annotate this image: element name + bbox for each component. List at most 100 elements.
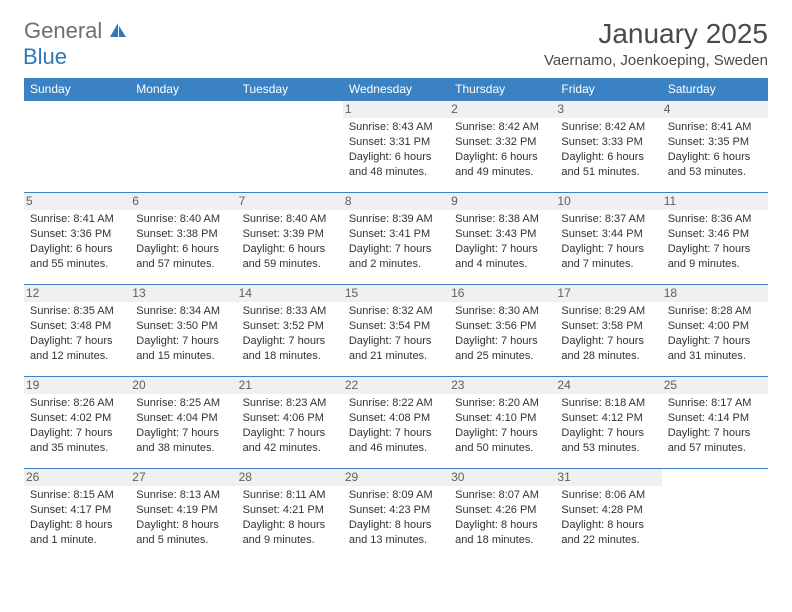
day-cell: 17Sunrise: 8:29 AMSunset: 3:58 PMDayligh…	[555, 285, 661, 377]
day-cell: 21Sunrise: 8:23 AMSunset: 4:06 PMDayligh…	[237, 377, 343, 469]
sunset-text: Sunset: 3:32 PM	[455, 135, 549, 150]
logo-text: General Blue	[24, 18, 127, 70]
sunset-text: Sunset: 4:10 PM	[455, 411, 549, 426]
sunrise-text: Sunrise: 8:40 AM	[243, 212, 337, 227]
day-of-week-header: Tuesday	[237, 78, 343, 101]
daylight-text: Daylight: 6 hours and 59 minutes.	[243, 242, 337, 272]
empty-cell	[662, 469, 768, 561]
daylight-text: Daylight: 7 hours and 42 minutes.	[243, 426, 337, 456]
day-info: Sunrise: 8:06 AMSunset: 4:28 PMDaylight:…	[561, 488, 655, 547]
day-info: Sunrise: 8:15 AMSunset: 4:17 PMDaylight:…	[30, 488, 124, 547]
day-cell: 3 Sunrise: 8:42 AMSunset: 3:33 PMDaylight…	[555, 101, 661, 193]
day-number: 6	[130, 193, 236, 210]
day-info: Sunrise: 8:30 AMSunset: 3:56 PMDaylight:…	[455, 304, 549, 363]
daylight-text: Daylight: 8 hours and 13 minutes.	[349, 518, 443, 548]
day-cell: 29Sunrise: 8:09 AMSunset: 4:23 PMDayligh…	[343, 469, 449, 561]
sunrise-text: Sunrise: 8:07 AM	[455, 488, 549, 503]
day-number: 16	[449, 285, 555, 302]
daylight-text: Daylight: 7 hours and 7 minutes.	[561, 242, 655, 272]
sunrise-text: Sunrise: 8:09 AM	[349, 488, 443, 503]
daylight-text: Daylight: 7 hours and 25 minutes.	[455, 334, 549, 364]
logo-sail-icon	[109, 22, 127, 38]
day-number: 30	[449, 469, 555, 486]
sunset-text: Sunset: 3:41 PM	[349, 227, 443, 242]
day-info: Sunrise: 8:40 AMSunset: 3:38 PMDaylight:…	[136, 212, 230, 271]
day-info: Sunrise: 8:42 AMSunset: 3:32 PMDaylight:…	[455, 120, 549, 179]
daylight-text: Daylight: 6 hours and 48 minutes.	[349, 150, 443, 180]
daylight-text: Daylight: 7 hours and 12 minutes.	[30, 334, 124, 364]
sunset-text: Sunset: 3:31 PM	[349, 135, 443, 150]
week-row: 1Sunrise: 8:43 AMSunset: 3:31 PMDaylight…	[24, 101, 768, 193]
sunset-text: Sunset: 3:38 PM	[136, 227, 230, 242]
sunset-text: Sunset: 3:36 PM	[30, 227, 124, 242]
day-of-week-header: Saturday	[662, 78, 768, 101]
day-of-week-header: Monday	[130, 78, 236, 101]
day-cell: 6 Sunrise: 8:40 AMSunset: 3:38 PMDaylight…	[130, 193, 236, 285]
day-cell: 13Sunrise: 8:34 AMSunset: 3:50 PMDayligh…	[130, 285, 236, 377]
day-number: 2	[449, 101, 555, 118]
day-number: 27	[130, 469, 236, 486]
sunrise-text: Sunrise: 8:23 AM	[243, 396, 337, 411]
day-cell: 16 Sunrise: 8:30 AMSunset: 3:56 PMDayligh…	[449, 285, 555, 377]
day-info: Sunrise: 8:41 AMSunset: 3:36 PMDaylight:…	[30, 212, 124, 271]
day-cell: 10Sunrise: 8:37 AMSunset: 3:44 PMDayligh…	[555, 193, 661, 285]
sunrise-text: Sunrise: 8:35 AM	[30, 304, 124, 319]
day-info: Sunrise: 8:11 AMSunset: 4:21 PMDaylight:…	[243, 488, 337, 547]
day-number: 26	[24, 469, 130, 486]
daylight-text: Daylight: 6 hours and 55 minutes.	[30, 242, 124, 272]
daylight-text: Daylight: 7 hours and 38 minutes.	[136, 426, 230, 456]
day-info: Sunrise: 8:17 AMSunset: 4:14 PMDaylight:…	[668, 396, 762, 455]
sunset-text: Sunset: 3:43 PM	[455, 227, 549, 242]
day-cell: 8Sunrise: 8:39 AMSunset: 3:41 PMDaylight…	[343, 193, 449, 285]
day-info: Sunrise: 8:37 AMSunset: 3:44 PMDaylight:…	[561, 212, 655, 271]
day-info: Sunrise: 8:35 AMSunset: 3:48 PMDaylight:…	[30, 304, 124, 363]
day-info: Sunrise: 8:42 AMSunset: 3:33 PMDaylight:…	[561, 120, 655, 179]
sunrise-text: Sunrise: 8:33 AM	[243, 304, 337, 319]
daylight-text: Daylight: 7 hours and 4 minutes.	[455, 242, 549, 272]
day-number: 22	[343, 377, 449, 394]
sunset-text: Sunset: 3:56 PM	[455, 319, 549, 334]
day-info: Sunrise: 8:18 AMSunset: 4:12 PMDaylight:…	[561, 396, 655, 455]
daylight-text: Daylight: 7 hours and 50 minutes.	[455, 426, 549, 456]
sunset-text: Sunset: 4:14 PM	[668, 411, 762, 426]
daylight-text: Daylight: 7 hours and 57 minutes.	[668, 426, 762, 456]
sunrise-text: Sunrise: 8:06 AM	[561, 488, 655, 503]
week-row: 12Sunrise: 8:35 AMSunset: 3:48 PMDayligh…	[24, 285, 768, 377]
day-cell: 23Sunrise: 8:20 AMSunset: 4:10 PMDayligh…	[449, 377, 555, 469]
sunrise-text: Sunrise: 8:37 AM	[561, 212, 655, 227]
sunrise-text: Sunrise: 8:17 AM	[668, 396, 762, 411]
sunrise-text: Sunrise: 8:40 AM	[136, 212, 230, 227]
sunrise-text: Sunrise: 8:41 AM	[668, 120, 762, 135]
day-number: 25	[662, 377, 768, 394]
logo-text-main: General	[24, 18, 102, 43]
day-number: 11	[662, 193, 768, 210]
day-info: Sunrise: 8:36 AMSunset: 3:46 PMDaylight:…	[668, 212, 762, 271]
day-cell: 2 Sunrise: 8:42 AMSunset: 3:32 PMDaylight…	[449, 101, 555, 193]
week-row: 19Sunrise: 8:26 AMSunset: 4:02 PMDayligh…	[24, 377, 768, 469]
daylight-text: Daylight: 8 hours and 18 minutes.	[455, 518, 549, 548]
sunset-text: Sunset: 3:35 PM	[668, 135, 762, 150]
day-cell: 9Sunrise: 8:38 AMSunset: 3:43 PMDaylight…	[449, 193, 555, 285]
day-number: 23	[449, 377, 555, 394]
sunrise-text: Sunrise: 8:28 AM	[668, 304, 762, 319]
week-row: 5 Sunrise: 8:41 AMSunset: 3:36 PMDaylight…	[24, 193, 768, 285]
day-number: 3	[555, 101, 661, 118]
sunrise-text: Sunrise: 8:34 AM	[136, 304, 230, 319]
sunset-text: Sunset: 3:50 PM	[136, 319, 230, 334]
day-cell: 7Sunrise: 8:40 AMSunset: 3:39 PMDaylight…	[237, 193, 343, 285]
title-block: January 2025 Vaernamo, Joenkoeping, Swed…	[544, 18, 768, 69]
sunset-text: Sunset: 3:44 PM	[561, 227, 655, 242]
daylight-text: Daylight: 7 hours and 46 minutes.	[349, 426, 443, 456]
day-of-week-header: Thursday	[449, 78, 555, 101]
day-number: 1	[343, 101, 449, 118]
sunset-text: Sunset: 3:52 PM	[243, 319, 337, 334]
day-cell: 1Sunrise: 8:43 AMSunset: 3:31 PMDaylight…	[343, 101, 449, 193]
empty-cell	[237, 101, 343, 193]
sunset-text: Sunset: 4:26 PM	[455, 503, 549, 518]
day-cell: 12Sunrise: 8:35 AMSunset: 3:48 PMDayligh…	[24, 285, 130, 377]
sunset-text: Sunset: 3:33 PM	[561, 135, 655, 150]
day-info: Sunrise: 8:07 AMSunset: 4:26 PMDaylight:…	[455, 488, 549, 547]
month-title: January 2025	[544, 18, 768, 50]
day-number: 5	[24, 193, 130, 210]
calendar-page: General Blue January 2025 Vaernamo, Joen…	[0, 0, 792, 561]
